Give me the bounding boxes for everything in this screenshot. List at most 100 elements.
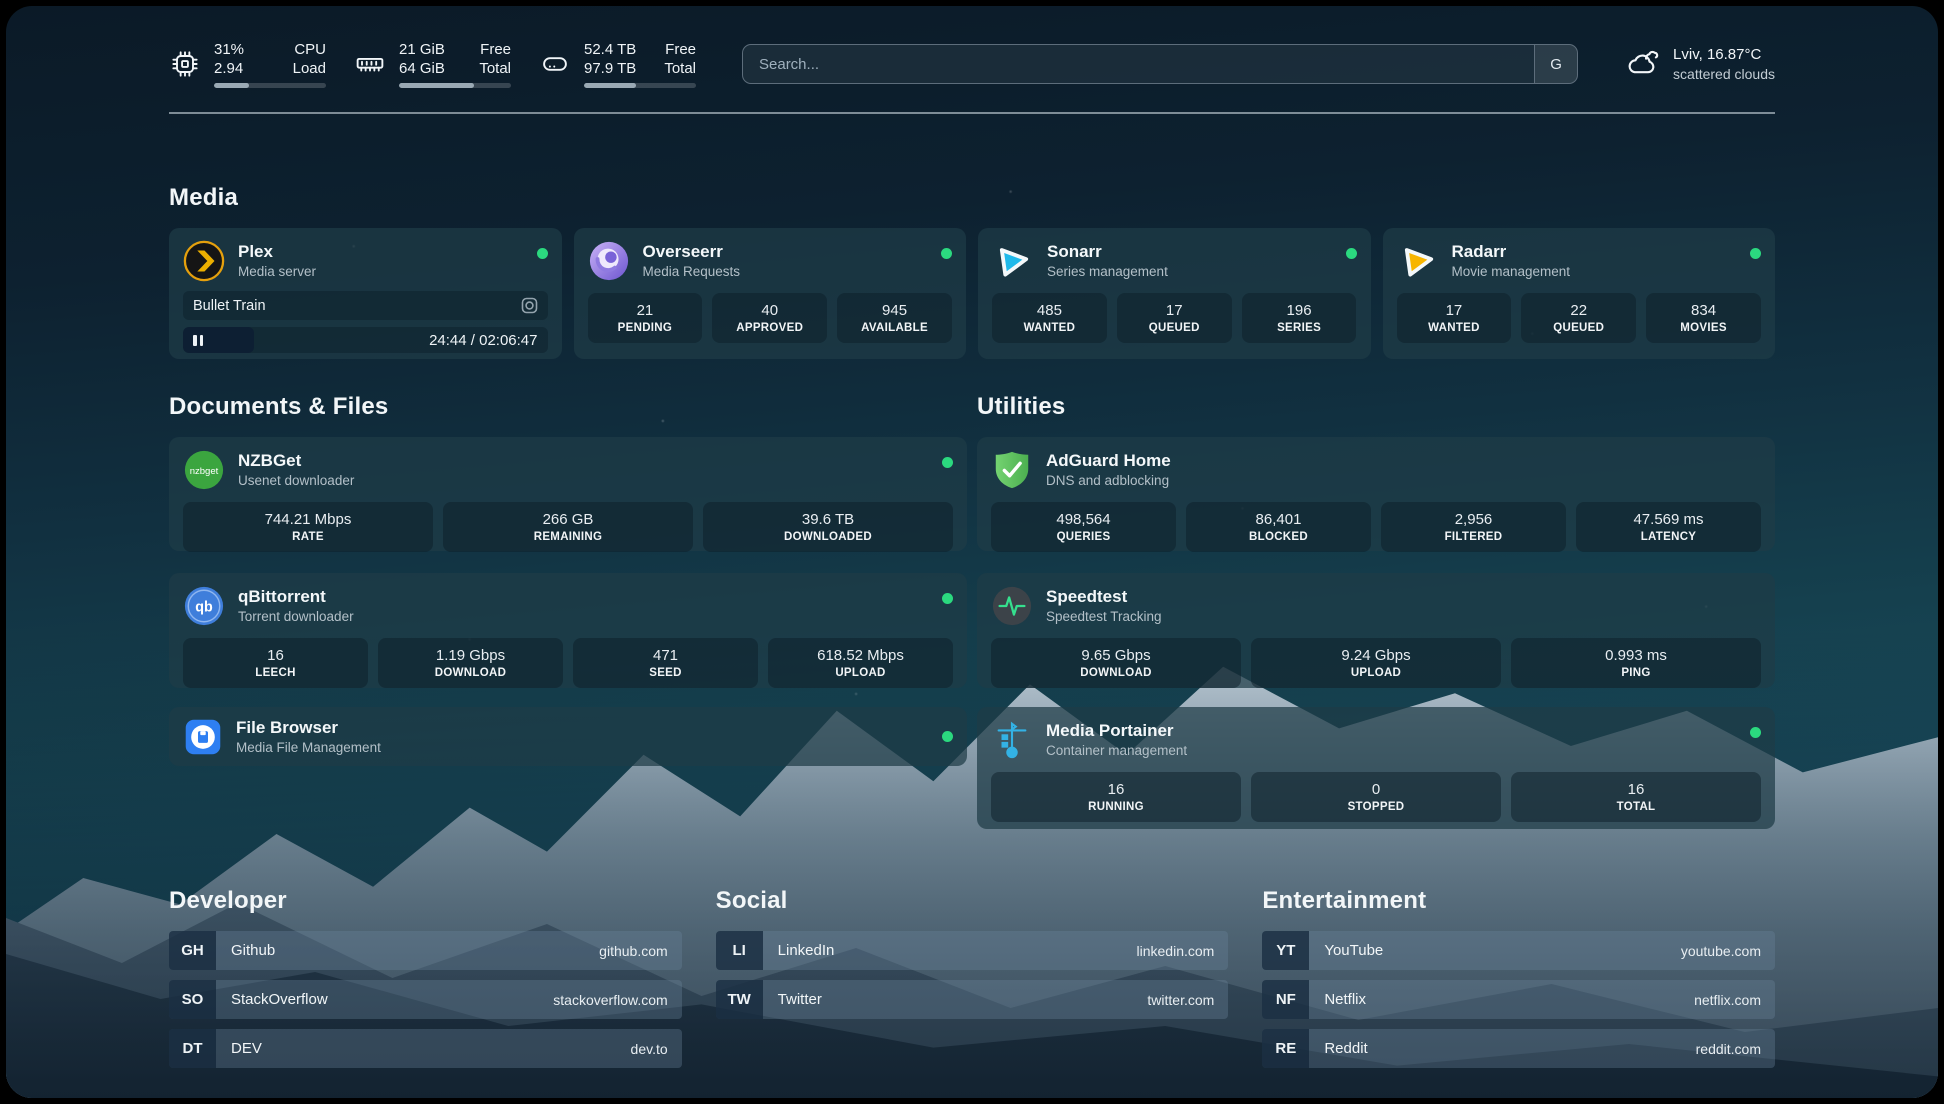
nzbget-stat-downloaded: 39.6 TB DOWNLOADED	[703, 502, 953, 552]
dev-url: dev.to	[630, 1040, 668, 1057]
bookmark-twitter[interactable]: TW Twitter twitter.com	[715, 980, 1229, 1019]
reddit-name: Reddit	[1324, 1040, 1368, 1057]
qbittorrent-card[interactable]: qb qBittorrent Torrent downloader 16 LEE…	[169, 573, 967, 688]
adguard-card[interactable]: AdGuard Home DNS and adblocking 498,564 …	[977, 437, 1775, 552]
qbittorrent-icon: qb	[184, 586, 224, 626]
media-section-title: Media	[169, 184, 239, 211]
sonarr-icon	[999, 248, 1029, 277]
linkedin-url: linkedin.com	[1136, 942, 1215, 959]
adguard-icon	[995, 451, 1029, 489]
sonarr-title: Sonarr	[1047, 242, 1102, 261]
nzbget-card[interactable]: nzbget NZBGet Usenet downloader 744.21 M…	[169, 437, 967, 552]
qbittorrent-stat-leech: 16 LEECH	[183, 638, 368, 688]
twitter-url: twitter.com	[1147, 991, 1215, 1008]
sonarr-stat-series: 196 SERIES	[1241, 293, 1357, 343]
plex-status-dot	[536, 248, 548, 259]
linkedin-abbr-badge: LI	[715, 931, 763, 970]
qbittorrent-title: qBittorrent	[238, 587, 326, 606]
qbittorrent-stat-upload: 618.52 Mbps UPLOAD	[768, 638, 953, 688]
sonarr-card[interactable]: Sonarr Series management 485 WANTED 17 Q…	[978, 228, 1371, 359]
utilities-section-title: Utilities	[977, 393, 1066, 420]
speedtest-icon	[992, 586, 1032, 626]
plex-card[interactable]: Plex Media server Bullet Train 24:44 / 0	[169, 228, 562, 359]
adguard-stat-queries: 498,564 QUERIES	[991, 502, 1176, 552]
cpu-widget: 31% CPU 2.94 Load	[169, 40, 326, 88]
stackoverflow-abbr-badge: SO	[169, 980, 216, 1019]
mountain-tint-overlay	[6, 628, 1938, 1098]
radarr-status-dot	[1750, 248, 1761, 259]
ram-icon	[356, 57, 384, 72]
sonarr-status-dot	[1345, 248, 1357, 259]
portainer-card[interactable]: Media Portainer Container management 16 …	[977, 707, 1775, 829]
plex-subtitle: Media server	[238, 264, 317, 279]
youtube-abbr-badge: YT	[1262, 931, 1310, 970]
plex-time-display: 24:44 / 02:06:47	[429, 331, 538, 349]
portainer-stat-stopped: 0 STOPPED	[1251, 772, 1501, 822]
social-bookmarks: Social LI LinkedIn linkedin.com TW Twitt…	[715, 887, 1229, 1078]
cloud-icon	[1628, 50, 1659, 74]
radarr-icon	[1404, 248, 1433, 277]
media-session-icon[interactable]	[521, 297, 538, 314]
github-abbr-badge: GH	[169, 931, 216, 970]
plex-progress-bar[interactable]: 24:44 / 02:06:47	[183, 327, 548, 353]
speedtest-subtitle: Speedtest Tracking	[1046, 609, 1162, 624]
speedtest-card[interactable]: Speedtest Speedtest Tracking 9.65 Gbps D…	[977, 573, 1775, 688]
disk-widget: 52.4 TB Free 97.9 TB Total	[539, 40, 696, 88]
linkedin-name: LinkedIn	[777, 942, 835, 959]
netflix-name: Netflix	[1324, 991, 1367, 1008]
search-bar: G	[742, 44, 1579, 84]
sonarr-stat-wanted: 485 WANTED	[992, 293, 1107, 343]
disk-total-label: Total	[664, 60, 696, 77]
overseerr-card[interactable]: Overseerr Media Requests 21 PENDING 40 A…	[573, 228, 966, 359]
cpu-usage-label: CPU	[294, 41, 326, 58]
documents-section-title: Documents & Files	[169, 393, 389, 420]
bookmark-stackoverflow[interactable]: SO StackOverflow stackoverflow.com	[169, 980, 682, 1019]
filebrowser-card[interactable]: File Browser Media File Management	[169, 707, 967, 766]
bookmark-dev[interactable]: DT DEV dev.to	[169, 1029, 682, 1068]
nzbget-title: NZBGet	[238, 451, 302, 470]
netflix-abbr-badge: NF	[1262, 980, 1310, 1019]
bookmarks-section: Developer GH Github github.com SO StackO…	[169, 887, 1775, 1078]
portainer-icon	[997, 721, 1027, 759]
entertainment-bookmarks: Entertainment YT YouTube youtube.com NF …	[1262, 887, 1775, 1078]
sonarr-stat-queued: 17 QUEUED	[1116, 293, 1232, 343]
bookmark-youtube[interactable]: YT YouTube youtube.com	[1262, 931, 1775, 970]
qbittorrent-status-dot	[942, 593, 953, 604]
adguard-title: AdGuard Home	[1046, 451, 1171, 470]
radarr-title: Radarr	[1451, 242, 1507, 261]
adguard-stat-latency: 47.569 ms LATENCY	[1576, 502, 1761, 552]
cpu-usage-value: 31%	[214, 41, 245, 58]
radarr-stat-queued: 22 QUEUED	[1521, 293, 1637, 343]
sonarr-subtitle: Series management	[1047, 264, 1168, 279]
bookmark-linkedin[interactable]: LI LinkedIn linkedin.com	[715, 931, 1229, 970]
speedtest-stat-upload: 9.24 Gbps UPLOAD	[1251, 638, 1501, 688]
stackoverflow-url: stackoverflow.com	[553, 991, 668, 1008]
weather-widget: Lviv, 16.87°C scattered clouds	[1624, 45, 1775, 83]
nzbget-icon: nzbget	[184, 450, 224, 490]
cpu-load-value: 2.94	[214, 60, 244, 77]
cpu-icon	[172, 51, 198, 77]
speedtest-stat-ping: 0.993 ms PING	[1511, 638, 1761, 688]
system-stats-cluster: 31% CPU 2.94 Load	[169, 40, 696, 88]
top-divider	[169, 112, 1775, 114]
search-engine-button[interactable]: G	[1534, 45, 1578, 83]
search-input[interactable]	[743, 45, 1535, 83]
qbittorrent-stat-seed: 471 SEED	[573, 638, 758, 688]
pause-icon[interactable]	[193, 334, 203, 346]
radarr-stat-movies: 834 MOVIES	[1646, 293, 1761, 343]
bookmark-github[interactable]: GH Github github.com	[169, 931, 682, 970]
radarr-card[interactable]: Radarr Movie management 17 WANTED 22 QUE…	[1382, 228, 1775, 359]
filebrowser-subtitle: Media File Management	[236, 739, 381, 755]
adguard-stat-blocked: 86,401 BLOCKED	[1186, 502, 1371, 552]
reddit-url: reddit.com	[1695, 1040, 1761, 1057]
overseerr-subtitle: Media Requests	[642, 264, 741, 279]
top-bar: 31% CPU 2.94 Load	[169, 38, 1775, 90]
social-section-title: Social	[715, 887, 788, 914]
radarr-stat-wanted: 17 WANTED	[1396, 293, 1512, 343]
dev-abbr-badge: DT	[169, 1029, 216, 1068]
nzbget-subtitle: Usenet downloader	[238, 473, 355, 488]
memory-widget: 21 GiB Free 64 GiB Total	[354, 40, 511, 88]
dashboard-page: 31% CPU 2.94 Load	[6, 6, 1938, 1098]
bookmark-netflix[interactable]: NF Netflix netflix.com	[1262, 980, 1775, 1019]
bookmark-reddit[interactable]: RE Reddit reddit.com	[1262, 1029, 1775, 1068]
